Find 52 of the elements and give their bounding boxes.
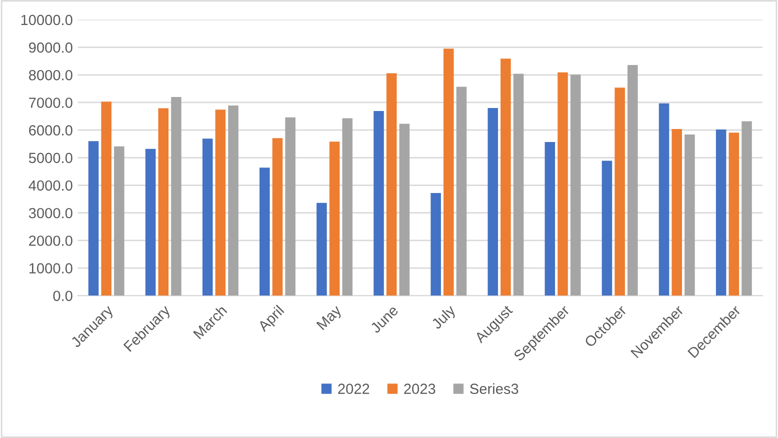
bar [285,117,296,296]
legend-label: 2023 [404,384,436,394]
bar [101,102,112,296]
bar [158,108,169,296]
y-tick-label: 0.0 [53,290,72,302]
bar [342,118,353,296]
bar [558,72,568,296]
bar [329,142,340,296]
bar [500,58,511,296]
y-tick-label: 8000.0 [28,70,72,80]
bar [374,111,384,296]
y-tick-label: 6000.0 [29,125,72,136]
bar [114,146,124,296]
y-tick-label: 3000.0 [28,208,72,218]
bar [145,148,156,296]
bar [215,110,226,296]
bar [716,130,726,296]
bar [260,168,270,296]
x-tick-label: July [430,304,458,332]
bar [430,193,441,296]
bar [513,74,524,296]
bar [488,108,498,296]
bar [628,64,638,296]
bar [728,132,740,296]
y-tick-label: 9000.0 [29,42,72,53]
bar [544,142,556,296]
legend-label: 2022 [338,384,370,394]
bar [386,73,397,296]
y-tick-label: 1000.0 [29,263,72,274]
bar [171,96,182,296]
y-tick-label: 4000.0 [28,180,72,191]
bar [228,106,238,296]
bar [672,128,682,296]
x-tick-label: May [316,304,344,332]
y-tick-label: 5000.0 [28,152,72,164]
bar [658,103,670,296]
legend-label: Series3 [470,383,518,394]
bar [444,48,454,296]
bar [684,134,695,296]
bar [399,124,410,296]
bar [316,202,327,296]
bar [570,74,581,296]
y-tick-label: 10000.0 [21,14,72,26]
y-tick-label: 7000.0 [29,98,72,108]
y-tick-label: 2000.0 [29,236,72,246]
bar [202,138,213,296]
bar [88,141,99,296]
bar [742,121,752,296]
bar [602,160,612,296]
bar [456,86,467,296]
bar [272,138,283,296]
bar [614,88,625,296]
